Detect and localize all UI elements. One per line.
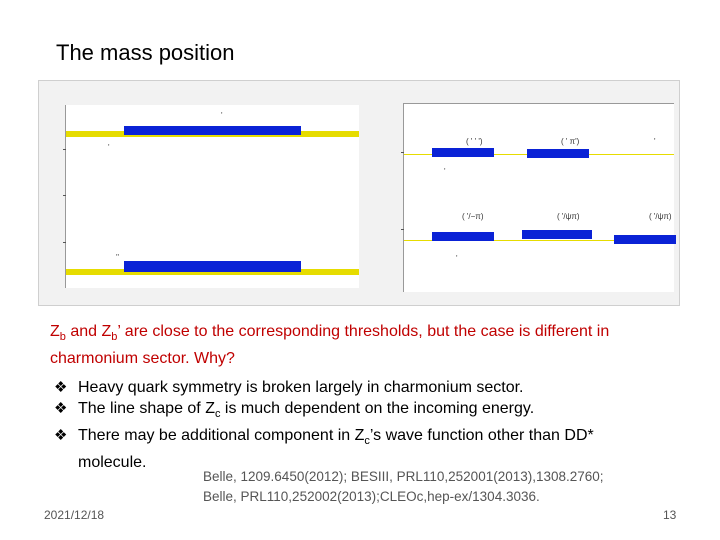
- state-label: ( '/ψπ): [557, 212, 580, 221]
- zb-prime-bar: [124, 126, 301, 135]
- axis-tick: [63, 149, 66, 150]
- references: Belle, 1209.6450(2012); BESIII, PRL110,2…: [203, 467, 604, 507]
- reference-line: Belle, 1209.6450(2012); BESIII, PRL110,2…: [203, 469, 604, 484]
- zc-bar-3: [432, 232, 494, 241]
- mark: ': [108, 143, 110, 152]
- mark: ': [444, 167, 446, 176]
- mark: ': [456, 254, 458, 263]
- zc-bar-1: [432, 148, 494, 157]
- diamond-bullet-icon: ❖: [54, 400, 68, 417]
- footer-date: 2021/12/18: [44, 508, 105, 522]
- state-label: ': [654, 137, 656, 146]
- diamond-bullet-icon: ❖: [54, 427, 68, 445]
- axis-tick: [401, 229, 404, 230]
- zc-bar-4: [522, 230, 592, 239]
- zc-bar-2: [527, 149, 589, 158]
- bullet-list: ❖ Heavy quark symmetry is broken largely…: [54, 377, 694, 473]
- zc-bar-5: [614, 235, 676, 244]
- page-number: 13: [663, 508, 677, 522]
- slide-title: The mass position: [56, 40, 235, 65]
- zb-bar: [124, 261, 301, 272]
- charmonium-panel: ( ' ' ') ( ' π') ' ' ( '/−π) ( '/ψπ) ( '…: [401, 103, 676, 292]
- threshold-line-lower: [404, 240, 674, 241]
- state-label: ( '/−π): [462, 212, 484, 221]
- threshold-bar-lower: [66, 269, 359, 275]
- list-item-continuation: molecule.: [78, 454, 147, 472]
- mark: ': [221, 111, 223, 120]
- statement-text: Zb and Zb’ are close to the correspondin…: [50, 323, 610, 368]
- list-item: ❖ There may be additional component in Z…: [54, 427, 594, 448]
- bottomonium-panel: ' ' '': [63, 105, 359, 288]
- list-item: ❖ The line shape of Zc is much dependent…: [54, 400, 535, 421]
- mark: '': [116, 253, 120, 262]
- axis-tick: [401, 152, 404, 153]
- diamond-bullet-icon: ❖: [54, 379, 68, 396]
- state-label: ( ' π'): [561, 137, 580, 146]
- axis-tick: [63, 242, 66, 243]
- list-item: ❖ Heavy quark symmetry is broken largely…: [54, 379, 524, 396]
- axis-tick: [63, 195, 66, 196]
- mass-spectrum-figure: ' ' '' ( ' ' ') ( ' π') ' ' ( '/−π) ( '/…: [38, 80, 680, 306]
- reference-line: Belle, PRL110,252002(2013);CLEOc,hep-ex/…: [203, 489, 540, 504]
- state-label: ( ' ' '): [466, 137, 483, 146]
- state-label: ( '/ψπ): [649, 212, 672, 221]
